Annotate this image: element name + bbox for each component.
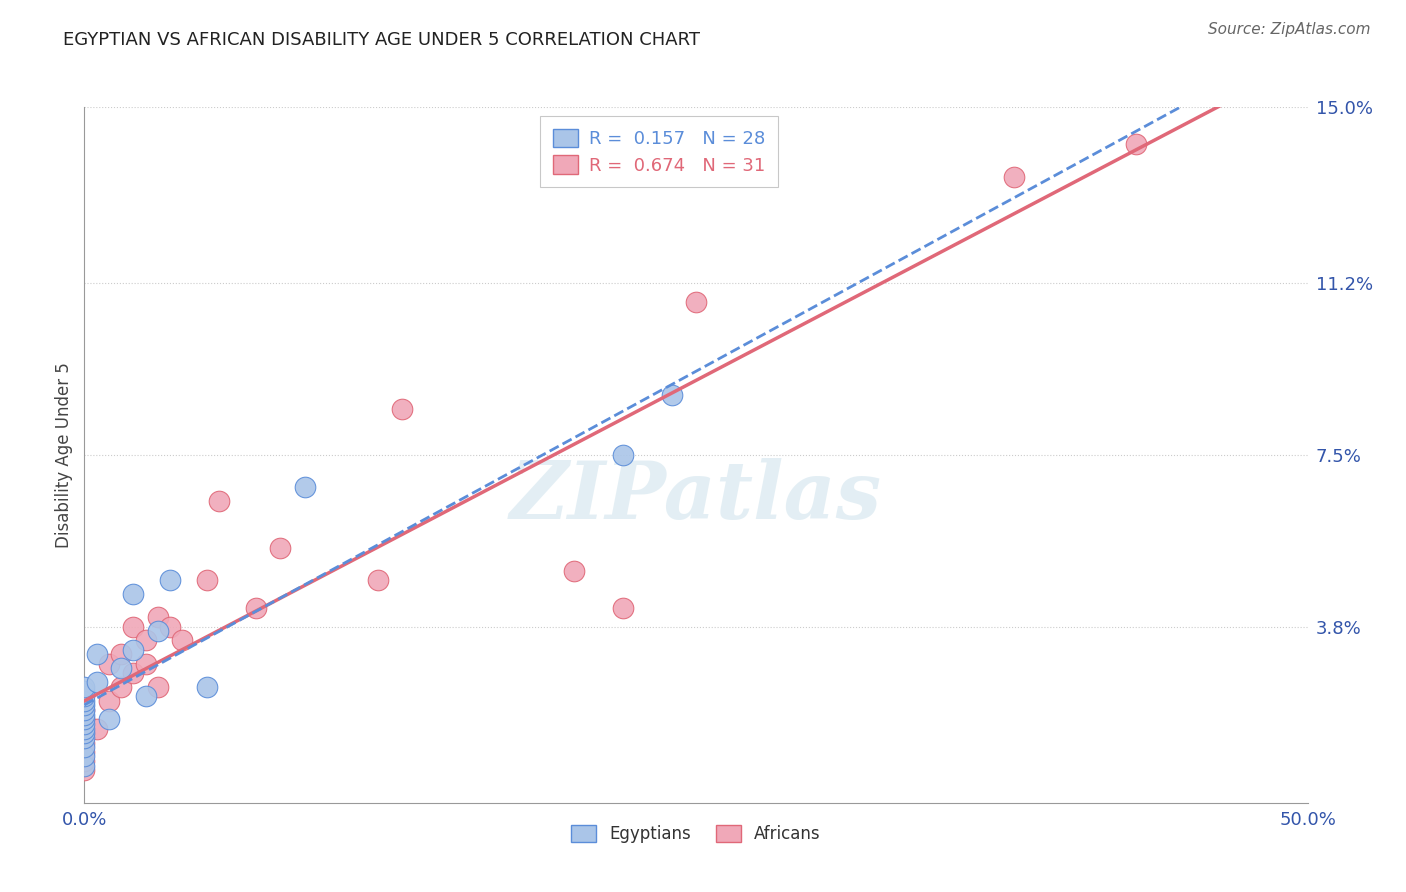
Point xyxy=(1002,169,1025,184)
Point xyxy=(172,633,194,648)
Point xyxy=(73,740,96,755)
Point xyxy=(73,703,96,717)
Point xyxy=(294,480,316,494)
Point xyxy=(73,726,96,740)
Point xyxy=(86,648,108,662)
Point xyxy=(97,694,120,708)
Point xyxy=(135,633,157,648)
Point xyxy=(73,698,96,713)
Point xyxy=(73,749,96,764)
Point xyxy=(146,624,169,639)
Point xyxy=(159,619,181,633)
Text: ZIPatlas: ZIPatlas xyxy=(510,458,882,535)
Text: Source: ZipAtlas.com: Source: ZipAtlas.com xyxy=(1208,22,1371,37)
Point xyxy=(135,689,157,703)
Point xyxy=(73,764,96,778)
Point xyxy=(73,684,96,698)
Point xyxy=(73,754,96,768)
Text: EGYPTIAN VS AFRICAN DISABILITY AGE UNDER 5 CORRELATION CHART: EGYPTIAN VS AFRICAN DISABILITY AGE UNDER… xyxy=(63,31,700,49)
Point xyxy=(73,694,96,708)
Point xyxy=(97,712,120,726)
Point xyxy=(612,448,634,462)
Point xyxy=(146,680,169,694)
Point xyxy=(86,675,108,690)
Point xyxy=(73,726,96,740)
Point xyxy=(73,722,96,736)
Point xyxy=(391,401,413,416)
Point xyxy=(73,745,96,759)
Y-axis label: Disability Age Under 5: Disability Age Under 5 xyxy=(55,362,73,548)
Point xyxy=(195,680,218,694)
Point xyxy=(73,735,96,749)
Point xyxy=(110,680,132,694)
Point xyxy=(122,665,145,680)
Point xyxy=(73,707,96,722)
Point xyxy=(73,731,96,745)
Point xyxy=(73,689,96,703)
Point xyxy=(612,601,634,615)
Point xyxy=(159,573,181,587)
Point xyxy=(97,657,120,671)
Point xyxy=(245,601,267,615)
Point xyxy=(135,657,157,671)
Point xyxy=(122,619,145,633)
Point xyxy=(110,661,132,675)
Legend: Egyptians, Africans: Egyptians, Africans xyxy=(564,819,828,850)
Point xyxy=(73,717,96,731)
Point xyxy=(73,703,96,717)
Point xyxy=(562,564,585,578)
Point xyxy=(86,722,108,736)
Point xyxy=(122,642,145,657)
Point xyxy=(269,541,291,555)
Point xyxy=(73,758,96,772)
Point xyxy=(122,587,145,601)
Point xyxy=(1125,137,1147,152)
Point xyxy=(661,387,683,401)
Point xyxy=(110,648,132,662)
Point xyxy=(685,294,707,309)
Point xyxy=(195,573,218,587)
Point xyxy=(208,494,231,508)
Point xyxy=(73,680,96,694)
Point xyxy=(146,610,169,624)
Point xyxy=(73,712,96,726)
Point xyxy=(73,712,96,726)
Point xyxy=(367,573,389,587)
